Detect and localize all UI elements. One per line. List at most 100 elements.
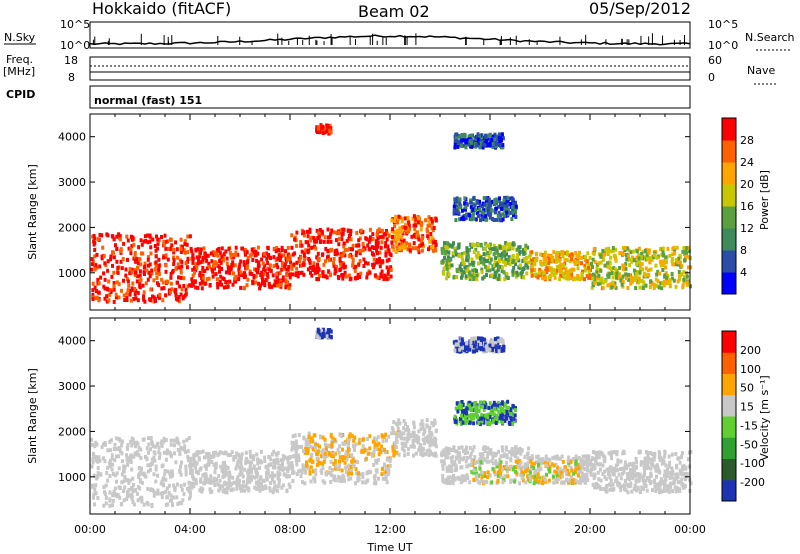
heatmap-cell [323, 480, 327, 485]
heatmap-cell [101, 245, 105, 250]
heatmap-cell [234, 245, 238, 250]
heatmap-cell [567, 457, 570, 462]
heatmap-cell [513, 479, 517, 484]
heatmap-cell [401, 225, 405, 230]
heatmap-cell [302, 253, 306, 258]
heatmap-cell [499, 213, 503, 218]
heatmap-cell [190, 283, 194, 288]
heatmap-cell [206, 253, 210, 258]
heatmap-cell [290, 447, 294, 452]
heatmap-cell [188, 494, 192, 499]
heatmap-cell [599, 268, 603, 273]
heatmap-cell [574, 459, 578, 464]
heatmap-cell [480, 270, 484, 275]
heatmap-cell [90, 257, 94, 262]
heatmap-cell [328, 128, 332, 133]
heatmap-cell [327, 470, 331, 475]
heatmap-cell [497, 210, 501, 215]
heatmap-cell [395, 439, 398, 444]
heatmap-cell [210, 489, 214, 494]
heatmap-cell [300, 270, 304, 275]
heatmap-cell [310, 436, 314, 441]
heatmap-cell [258, 286, 262, 291]
heatmap-cell [468, 480, 472, 485]
heatmap-cell [95, 265, 99, 270]
heatmap-cell [623, 248, 627, 253]
heatmap-cell [494, 461, 498, 466]
heatmap-cell [608, 475, 612, 480]
heatmap-cell [396, 422, 399, 427]
heatmap-cell [329, 232, 333, 237]
heatmap-cell [631, 476, 635, 481]
heatmap-cell [337, 476, 341, 481]
heatmap-cell [585, 472, 589, 477]
heatmap-cell [196, 471, 200, 476]
heatmap-cell [420, 419, 424, 424]
heatmap-cell [208, 457, 212, 462]
heatmap-cell [664, 255, 668, 260]
heatmap-cell [554, 270, 557, 275]
heatmap-cell [629, 276, 633, 280]
heatmap-cell [194, 465, 198, 470]
heatmap-cell [345, 457, 349, 462]
heatmap-cell [635, 460, 639, 465]
heatmap-cell [108, 503, 112, 508]
heatmap-cell [228, 474, 232, 479]
heatmap-cell [591, 265, 594, 269]
heatmap-cell [566, 270, 570, 275]
heatmap-cell [258, 465, 262, 470]
heatmap-cell [302, 436, 306, 441]
heatmap-cell [668, 464, 671, 469]
heatmap-cell [390, 426, 394, 431]
heatmap-cell [378, 235, 382, 240]
heatmap-cell [518, 263, 522, 268]
heatmap-cell [186, 487, 189, 491]
heatmap-cell [333, 267, 337, 272]
heatmap-cell [262, 272, 266, 277]
heatmap-cell [403, 442, 407, 447]
heatmap-cell [342, 241, 346, 246]
heatmap-cell [622, 470, 626, 475]
heatmap-cell [580, 261, 583, 266]
heatmap-cell [387, 466, 391, 471]
heatmap-cell [452, 445, 456, 450]
heatmap-cell [123, 485, 127, 490]
heatmap-cell [588, 461, 592, 466]
heatmap-cell [94, 296, 98, 301]
heatmap-cell [105, 294, 109, 299]
heatmap-cell [680, 477, 684, 482]
heatmap-cell [446, 476, 450, 481]
heatmap-cell [103, 459, 107, 464]
heatmap-cell [626, 490, 630, 495]
heatmap-cell [228, 279, 232, 284]
heatmap-cell [644, 266, 648, 271]
heatmap-cell [628, 257, 631, 262]
heatmap-cell [646, 456, 650, 461]
heatmap-cell [226, 265, 230, 270]
nsky-label: N.Sky [4, 31, 36, 44]
heatmap-cell [478, 207, 482, 211]
heatmap-cell [146, 263, 150, 268]
heatmap-cell [671, 489, 675, 493]
heatmap-cell [646, 465, 650, 470]
heatmap-cell [166, 246, 170, 251]
heatmap-cell [134, 270, 137, 275]
heatmap-cell [376, 241, 380, 245]
heatmap-cell [530, 250, 534, 255]
heatmap-cell [513, 258, 517, 263]
heatmap-cell [685, 250, 689, 255]
heatmap-cell [150, 504, 154, 508]
heatmap-cell [305, 460, 308, 465]
heatmap-cell [161, 298, 165, 303]
heatmap-cell [286, 469, 290, 474]
heatmap-cell [604, 488, 608, 493]
heatmap-cell [384, 240, 388, 245]
heatmap-cell [290, 233, 294, 238]
heatmap-cell [597, 261, 601, 266]
heatmap-cell [281, 467, 285, 472]
heatmap-cell [550, 270, 554, 275]
heatmap-cell [442, 461, 446, 466]
heatmap-cell [319, 468, 323, 473]
heatmap-cell [479, 460, 483, 465]
heatmap-cell [281, 263, 284, 268]
